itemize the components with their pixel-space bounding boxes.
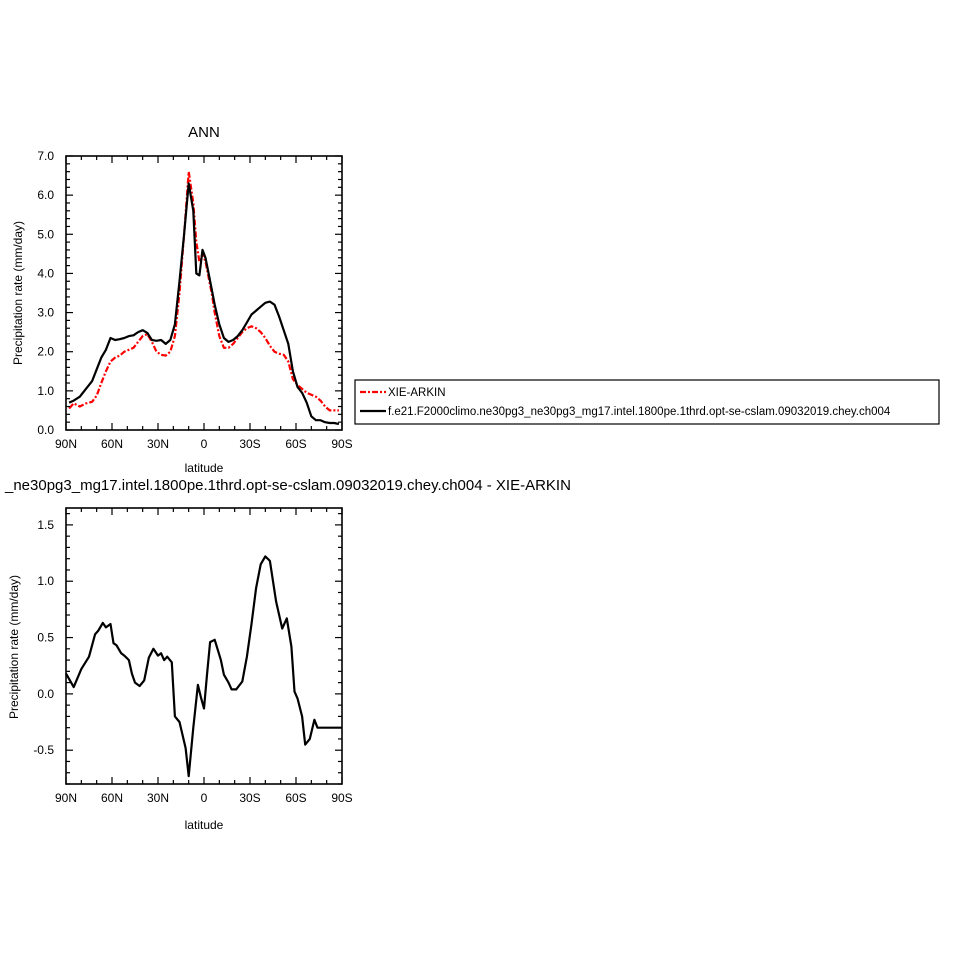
- y-tick-label: 0.0: [37, 423, 54, 437]
- x-tick-label: 60N: [101, 437, 123, 451]
- y-tick-label: 0.5: [37, 631, 54, 645]
- legend-box: [354, 379, 940, 425]
- series-line-1: [65, 555, 342, 778]
- y-tick-label: 2.0: [37, 345, 54, 359]
- y-tick-label: 1.0: [37, 574, 54, 588]
- series-line-2: [68, 182, 340, 426]
- x-tick-label: 90N: [55, 437, 77, 451]
- legend: XIE-ARKIN f.e21.F2000climo.ne30pg3_ne30p…: [354, 379, 940, 425]
- y-tick-label: 1.5: [37, 518, 54, 532]
- chart-title: _ne30pg3_mg17.intel.1800pe.1thrd.opt-se-…: [4, 477, 571, 494]
- series-line-1: [68, 170, 339, 412]
- x-tick-label: 60S: [285, 437, 306, 451]
- y-tick-label: 6.0: [37, 188, 54, 202]
- x-axis-label: latitude: [185, 818, 224, 832]
- x-tick-label: 30S: [239, 437, 260, 451]
- legend-label-model: f.e21.F2000climo.ne30pg3_ne30pg3_mg17.in…: [388, 406, 891, 418]
- y-tick-label: 7.0: [37, 149, 54, 163]
- legend-label-xie-arkin: XIE-ARKIN: [388, 387, 446, 399]
- x-axis-label: latitude: [185, 461, 224, 475]
- plot-frame: [65, 155, 343, 431]
- x-tick-label: 0: [201, 437, 208, 451]
- x-tick-label: 90N: [55, 791, 77, 805]
- plot-frame: [65, 507, 343, 785]
- legend-entry-xie-arkin: XIE-ARKIN: [360, 387, 446, 399]
- plot-area: 90N 60N 30N 0 30S 60S 90S 0.0 1.0 2.0 3.0 4.0 5.0 6.0…: [37, 149, 352, 451]
- x-tick-label: 90S: [331, 791, 352, 805]
- y-axis-label: Precipitation rate (mm/day): [7, 575, 21, 719]
- plot-area: 90N 60N 30N 0 30S 60S 90S -0.5 0.0 0.5 1.0 1.5: [33, 508, 353, 805]
- top-chart: ANN 90N 60N 30N 0 30S 60S 90S 0.0 1.0 2.0 3.0 4.0 5.…: [11, 124, 353, 475]
- x-tick-label: 90S: [331, 437, 352, 451]
- x-tick-label: 30N: [147, 791, 169, 805]
- chart-title: ANN: [188, 124, 220, 141]
- x-tick-label: 30N: [147, 437, 169, 451]
- x-tick-label: 30S: [239, 791, 260, 805]
- y-tick-label: 3.0: [37, 306, 54, 320]
- x-tick-label: 60S: [285, 791, 306, 805]
- y-tick-label: 5.0: [37, 227, 54, 241]
- x-tick-label: 60N: [101, 791, 123, 805]
- y-tick-label: 4.0: [37, 266, 54, 280]
- legend-entry-model: f.e21.F2000climo.ne30pg3_ne30pg3_mg17.in…: [360, 406, 891, 418]
- x-tick-label: 0: [201, 791, 208, 805]
- y-tick-label: -0.5: [33, 743, 54, 757]
- y-tick-label: 1.0: [37, 384, 54, 398]
- y-tick-label: 0.0: [37, 687, 54, 701]
- bottom-chart: _ne30pg3_mg17.intel.1800pe.1thrd.opt-se-…: [4, 477, 571, 832]
- y-axis-label: Precipitation rate (mm/day): [11, 221, 25, 365]
